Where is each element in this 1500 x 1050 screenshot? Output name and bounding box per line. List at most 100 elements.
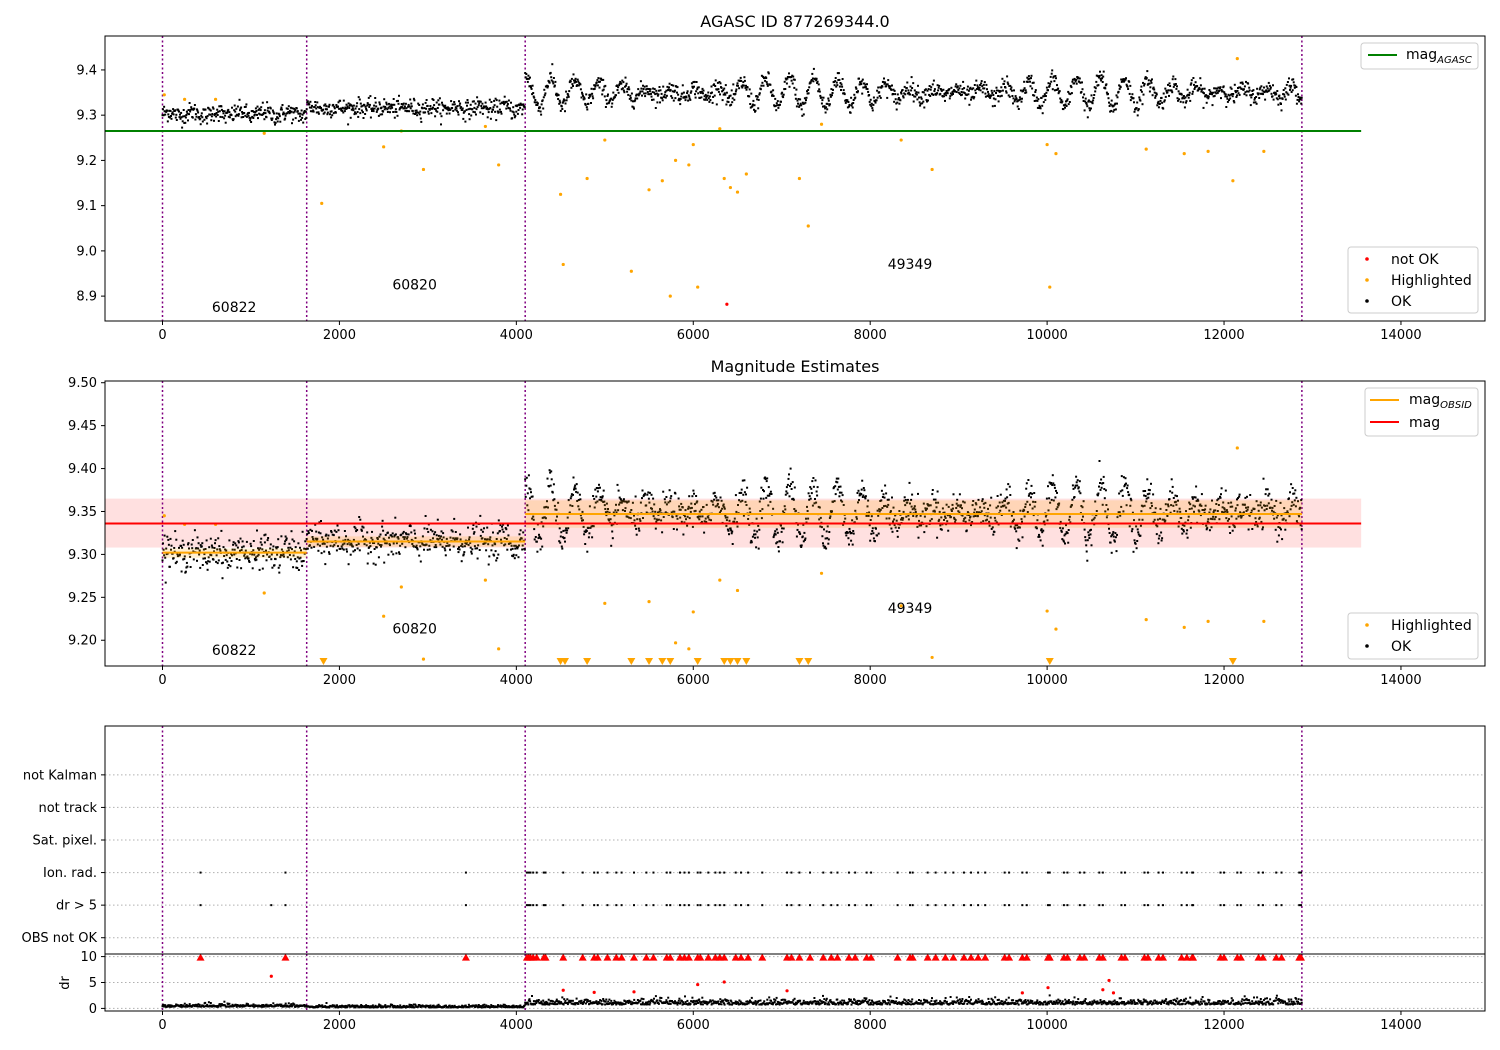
ok-point xyxy=(957,504,960,507)
ok-point xyxy=(1267,81,1270,84)
ok-point xyxy=(1221,510,1224,513)
ok-point xyxy=(1172,85,1175,88)
highlighted-below-range-marker xyxy=(1228,658,1237,665)
ok-point xyxy=(500,112,503,115)
ok-point xyxy=(903,85,906,88)
ok-point xyxy=(208,546,211,549)
ok-point xyxy=(1236,94,1238,97)
legend-swatch-not-ok xyxy=(1365,257,1369,261)
highlighted-point xyxy=(930,167,934,172)
ok-point xyxy=(1205,94,1208,97)
ok-point xyxy=(567,95,570,98)
ok-point xyxy=(167,113,170,116)
ok-point xyxy=(1225,106,1228,108)
ok-point xyxy=(315,539,318,542)
ok-point xyxy=(729,527,732,530)
ok-point xyxy=(351,107,354,110)
ok-point xyxy=(513,557,516,560)
ok-point xyxy=(403,536,406,539)
ok-point xyxy=(933,88,936,91)
ok-point xyxy=(1234,90,1237,92)
ok-point xyxy=(1207,97,1210,100)
ok-point xyxy=(600,78,603,81)
ok-point xyxy=(389,111,391,114)
ok-point xyxy=(1019,509,1022,512)
ok-point xyxy=(384,533,387,536)
ok-point xyxy=(864,86,867,88)
ok-point xyxy=(476,557,479,560)
ok-point xyxy=(573,79,575,82)
ok-point xyxy=(1267,502,1270,505)
ok-point xyxy=(919,104,922,107)
ok-point xyxy=(263,109,266,112)
ok-point xyxy=(1050,72,1053,75)
ok-point xyxy=(1074,80,1077,83)
ok-point xyxy=(829,95,832,98)
ok-point xyxy=(1169,85,1172,87)
ok-point xyxy=(499,524,502,527)
ok-point xyxy=(910,76,913,79)
ok-point xyxy=(1272,84,1274,87)
ok-point xyxy=(886,498,889,501)
ok-point xyxy=(1275,499,1278,502)
ok-point xyxy=(957,91,960,94)
ok-point xyxy=(878,510,881,513)
ok-point xyxy=(1133,110,1136,113)
ok-point xyxy=(220,529,223,532)
highlighted-below-range-marker xyxy=(666,658,675,665)
ok-point xyxy=(902,95,905,98)
ok-point xyxy=(1240,87,1243,90)
ok-point xyxy=(1161,101,1164,104)
ok-point xyxy=(652,515,655,518)
ok-point xyxy=(511,554,514,557)
ok-point xyxy=(421,535,424,538)
ok-point xyxy=(711,91,713,94)
ok-point xyxy=(857,90,859,93)
ok-point xyxy=(253,113,256,116)
ok-point xyxy=(795,535,798,538)
ok-point xyxy=(780,100,782,103)
ok-point xyxy=(278,571,281,574)
ok-point xyxy=(827,542,830,545)
ok-point xyxy=(1297,96,1300,98)
ok-point xyxy=(636,97,639,100)
ok-point xyxy=(893,89,896,92)
ok-point xyxy=(794,509,797,512)
ok-point xyxy=(949,95,952,98)
ok-point xyxy=(986,515,989,518)
ok-point xyxy=(712,503,715,506)
ok-point xyxy=(973,96,976,99)
ok-point xyxy=(166,109,169,112)
ok-point xyxy=(1250,509,1253,512)
ok-point xyxy=(811,72,814,75)
ok-point xyxy=(949,516,952,519)
ok-point xyxy=(779,103,781,106)
ok-point xyxy=(494,110,497,113)
ok-point xyxy=(347,102,350,105)
ok-point xyxy=(1044,95,1047,97)
ok-point xyxy=(1167,505,1170,508)
ok-point xyxy=(542,107,545,110)
ok-point xyxy=(907,89,910,92)
ok-point xyxy=(993,530,996,533)
ok-point xyxy=(308,544,311,547)
ok-point xyxy=(469,107,472,110)
ok-point xyxy=(552,77,555,79)
ok-point xyxy=(353,113,356,116)
ok-point xyxy=(1141,103,1144,106)
ok-point xyxy=(646,493,649,496)
ok-point xyxy=(1176,85,1178,88)
ok-point xyxy=(490,110,493,113)
ok-point xyxy=(812,67,815,70)
ok-point xyxy=(968,519,971,522)
ok-point xyxy=(973,84,976,86)
ok-point xyxy=(161,114,164,117)
ok-point xyxy=(1113,539,1116,542)
ok-point xyxy=(918,519,920,522)
ok-point xyxy=(780,524,782,527)
ok-point xyxy=(979,89,982,92)
dr-gt-5-flag-point xyxy=(679,904,681,907)
ok-point xyxy=(299,115,301,118)
ok-point xyxy=(640,87,643,90)
